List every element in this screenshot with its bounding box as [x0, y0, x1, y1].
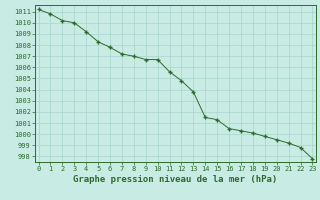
- X-axis label: Graphe pression niveau de la mer (hPa): Graphe pression niveau de la mer (hPa): [73, 175, 278, 184]
